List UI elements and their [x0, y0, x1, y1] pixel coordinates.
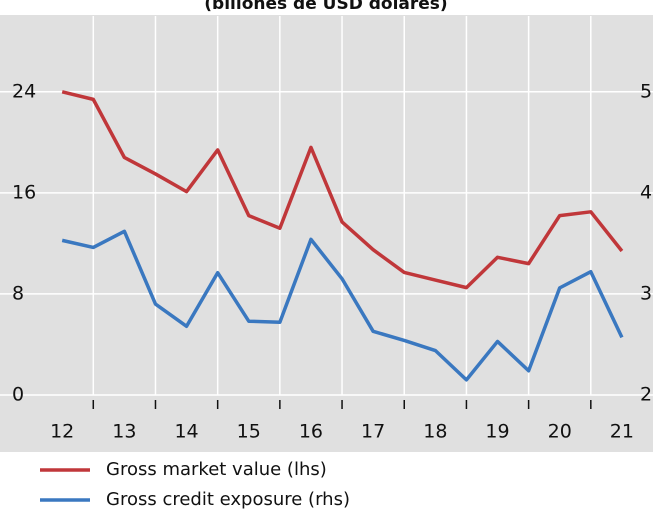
legend-label: Gross market value (lhs)	[106, 459, 327, 480]
x-tick-label: 18	[423, 421, 447, 443]
x-tick-label: 14	[174, 421, 198, 443]
x-tick-label: 20	[548, 421, 572, 443]
line-series	[61, 90, 624, 290]
y-tick-label: 0	[12, 384, 24, 406]
y2-tick-label: 4	[640, 181, 652, 203]
x-tick-label: 17	[361, 421, 385, 443]
legend-label: Gross credit exposure (rhs)	[106, 489, 350, 510]
line-series	[61, 229, 624, 382]
x-tick-label: 12	[50, 421, 74, 443]
chart-title: (billones de USD dólares)	[204, 0, 447, 14]
y-tick-label: 16	[12, 181, 36, 203]
x-tick-label: 16	[299, 421, 323, 443]
y2-tick-label: 5	[640, 80, 652, 102]
x-tick-label: 19	[485, 421, 509, 443]
x-tick-label: 13	[112, 421, 136, 443]
x-tick-label: 21	[610, 421, 634, 443]
plot-background	[0, 15, 653, 452]
x-tick-label: 15	[237, 421, 261, 443]
y-tick-label: 8	[12, 282, 24, 304]
y2-tick-label: 3	[640, 282, 652, 304]
y2-tick-label: 2	[640, 384, 652, 406]
y-tick-label: 24	[12, 80, 36, 102]
